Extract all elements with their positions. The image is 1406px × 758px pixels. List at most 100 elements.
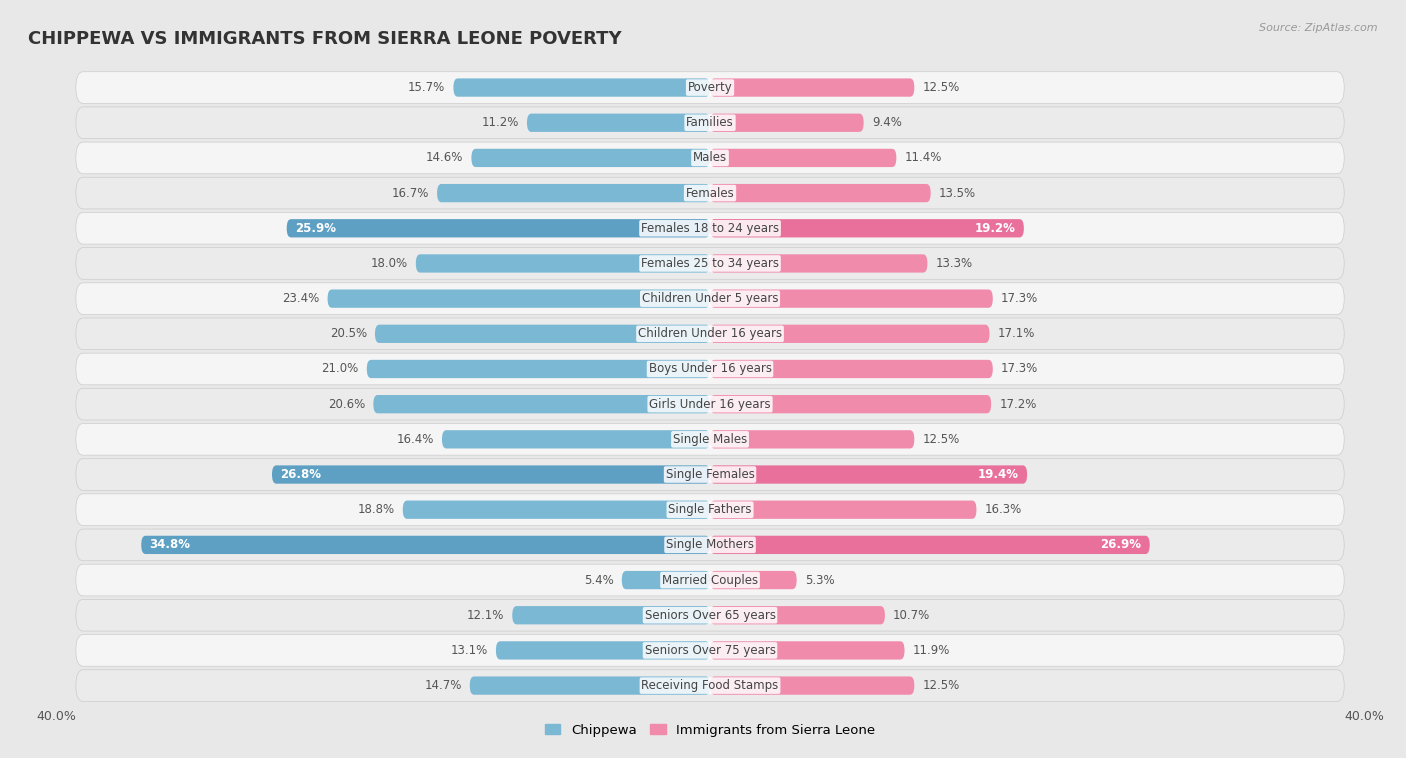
Text: 20.6%: 20.6% xyxy=(328,398,366,411)
FancyBboxPatch shape xyxy=(710,500,976,518)
Text: 34.8%: 34.8% xyxy=(149,538,190,551)
Text: 15.7%: 15.7% xyxy=(408,81,446,94)
FancyBboxPatch shape xyxy=(437,184,710,202)
Text: 19.2%: 19.2% xyxy=(974,222,1015,235)
Text: 11.2%: 11.2% xyxy=(481,116,519,130)
FancyBboxPatch shape xyxy=(710,78,914,97)
FancyBboxPatch shape xyxy=(710,395,991,413)
FancyBboxPatch shape xyxy=(710,219,1024,237)
Text: 14.6%: 14.6% xyxy=(426,152,463,164)
FancyBboxPatch shape xyxy=(496,641,710,659)
FancyBboxPatch shape xyxy=(710,676,914,695)
Text: 5.3%: 5.3% xyxy=(804,574,834,587)
Text: 17.1%: 17.1% xyxy=(998,327,1035,340)
FancyBboxPatch shape xyxy=(375,324,710,343)
Text: 17.3%: 17.3% xyxy=(1001,362,1038,375)
Text: Seniors Over 65 years: Seniors Over 65 years xyxy=(644,609,776,622)
FancyBboxPatch shape xyxy=(328,290,710,308)
Text: 26.8%: 26.8% xyxy=(280,468,321,481)
FancyBboxPatch shape xyxy=(76,107,1344,139)
Text: Males: Males xyxy=(693,152,727,164)
Text: 16.3%: 16.3% xyxy=(984,503,1022,516)
FancyBboxPatch shape xyxy=(710,360,993,378)
FancyBboxPatch shape xyxy=(710,641,904,659)
FancyBboxPatch shape xyxy=(76,670,1344,701)
FancyBboxPatch shape xyxy=(416,255,710,273)
Text: 25.9%: 25.9% xyxy=(295,222,336,235)
Text: CHIPPEWA VS IMMIGRANTS FROM SIERRA LEONE POVERTY: CHIPPEWA VS IMMIGRANTS FROM SIERRA LEONE… xyxy=(28,30,621,49)
FancyBboxPatch shape xyxy=(710,255,928,273)
Text: Single Females: Single Females xyxy=(665,468,755,481)
Text: 19.4%: 19.4% xyxy=(979,468,1019,481)
Text: Source: ZipAtlas.com: Source: ZipAtlas.com xyxy=(1260,23,1378,33)
FancyBboxPatch shape xyxy=(710,114,863,132)
Text: Poverty: Poverty xyxy=(688,81,733,94)
Text: Married Couples: Married Couples xyxy=(662,574,758,587)
FancyBboxPatch shape xyxy=(271,465,710,484)
FancyBboxPatch shape xyxy=(471,149,710,167)
Text: 12.1%: 12.1% xyxy=(467,609,505,622)
Text: 16.4%: 16.4% xyxy=(396,433,434,446)
FancyBboxPatch shape xyxy=(453,78,710,97)
Text: Children Under 5 years: Children Under 5 years xyxy=(641,292,779,305)
FancyBboxPatch shape xyxy=(367,360,710,378)
Text: Single Fathers: Single Fathers xyxy=(668,503,752,516)
FancyBboxPatch shape xyxy=(76,142,1344,174)
FancyBboxPatch shape xyxy=(76,283,1344,315)
Text: 18.8%: 18.8% xyxy=(357,503,395,516)
Text: Single Males: Single Males xyxy=(673,433,747,446)
FancyBboxPatch shape xyxy=(710,184,931,202)
FancyBboxPatch shape xyxy=(710,536,1150,554)
FancyBboxPatch shape xyxy=(621,571,710,589)
FancyBboxPatch shape xyxy=(141,536,710,554)
Text: 9.4%: 9.4% xyxy=(872,116,901,130)
Text: 13.5%: 13.5% xyxy=(939,186,976,199)
Text: 11.4%: 11.4% xyxy=(904,152,942,164)
Text: 13.3%: 13.3% xyxy=(935,257,973,270)
FancyBboxPatch shape xyxy=(76,248,1344,279)
Text: 13.1%: 13.1% xyxy=(450,644,488,657)
FancyBboxPatch shape xyxy=(76,212,1344,244)
Text: 20.5%: 20.5% xyxy=(329,327,367,340)
FancyBboxPatch shape xyxy=(76,459,1344,490)
Text: 26.9%: 26.9% xyxy=(1101,538,1142,551)
Text: Females 18 to 24 years: Females 18 to 24 years xyxy=(641,222,779,235)
FancyBboxPatch shape xyxy=(470,676,710,695)
Text: 5.4%: 5.4% xyxy=(583,574,613,587)
Text: 12.5%: 12.5% xyxy=(922,679,960,692)
FancyBboxPatch shape xyxy=(287,219,710,237)
FancyBboxPatch shape xyxy=(710,290,993,308)
Legend: Chippewa, Immigrants from Sierra Leone: Chippewa, Immigrants from Sierra Leone xyxy=(544,724,876,737)
Text: 10.7%: 10.7% xyxy=(893,609,931,622)
Text: Seniors Over 75 years: Seniors Over 75 years xyxy=(644,644,776,657)
FancyBboxPatch shape xyxy=(710,149,897,167)
Text: 23.4%: 23.4% xyxy=(283,292,319,305)
Text: 17.3%: 17.3% xyxy=(1001,292,1038,305)
FancyBboxPatch shape xyxy=(76,72,1344,103)
Text: 16.7%: 16.7% xyxy=(391,186,429,199)
Text: 17.2%: 17.2% xyxy=(1000,398,1036,411)
FancyBboxPatch shape xyxy=(710,571,797,589)
Text: 12.5%: 12.5% xyxy=(922,81,960,94)
FancyBboxPatch shape xyxy=(527,114,710,132)
Text: 18.0%: 18.0% xyxy=(371,257,408,270)
Text: Children Under 16 years: Children Under 16 years xyxy=(638,327,782,340)
FancyBboxPatch shape xyxy=(76,318,1344,349)
FancyBboxPatch shape xyxy=(76,388,1344,420)
Text: Families: Families xyxy=(686,116,734,130)
Text: Females 25 to 34 years: Females 25 to 34 years xyxy=(641,257,779,270)
Text: Girls Under 16 years: Girls Under 16 years xyxy=(650,398,770,411)
FancyBboxPatch shape xyxy=(402,500,710,518)
Text: 11.9%: 11.9% xyxy=(912,644,950,657)
FancyBboxPatch shape xyxy=(76,634,1344,666)
Text: 21.0%: 21.0% xyxy=(322,362,359,375)
FancyBboxPatch shape xyxy=(76,529,1344,561)
FancyBboxPatch shape xyxy=(374,395,710,413)
FancyBboxPatch shape xyxy=(710,606,884,625)
Text: Receiving Food Stamps: Receiving Food Stamps xyxy=(641,679,779,692)
FancyBboxPatch shape xyxy=(76,424,1344,455)
FancyBboxPatch shape xyxy=(76,564,1344,596)
FancyBboxPatch shape xyxy=(76,600,1344,631)
FancyBboxPatch shape xyxy=(76,353,1344,385)
FancyBboxPatch shape xyxy=(710,324,990,343)
